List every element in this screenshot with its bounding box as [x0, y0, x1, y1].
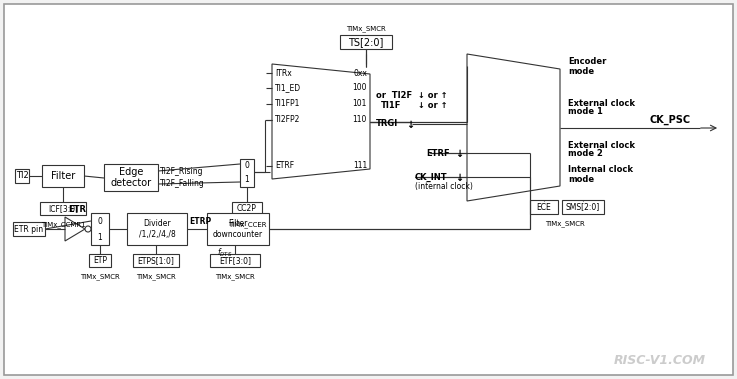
- Text: mode: mode: [568, 66, 594, 75]
- FancyBboxPatch shape: [133, 254, 179, 267]
- FancyBboxPatch shape: [340, 35, 392, 49]
- Text: 101: 101: [352, 100, 367, 108]
- Text: TI1_ED: TI1_ED: [275, 83, 301, 92]
- Text: mode: mode: [568, 174, 594, 183]
- FancyBboxPatch shape: [4, 4, 733, 375]
- Text: TRGI: TRGI: [376, 119, 398, 128]
- Text: ETR: ETR: [68, 205, 86, 213]
- Polygon shape: [467, 54, 560, 201]
- Text: 0: 0: [245, 161, 249, 171]
- Text: CK_PSC: CK_PSC: [649, 115, 691, 125]
- Text: TI2F_Rising: TI2F_Rising: [160, 166, 203, 175]
- FancyBboxPatch shape: [42, 165, 84, 187]
- Text: ITRx: ITRx: [275, 69, 292, 77]
- Text: or  TI2F: or TI2F: [376, 91, 412, 100]
- Text: Internal clock: Internal clock: [568, 164, 633, 174]
- FancyBboxPatch shape: [91, 213, 109, 245]
- Polygon shape: [272, 64, 370, 179]
- Text: RISC-V1.COM: RISC-V1.COM: [614, 354, 706, 368]
- Text: TI2: TI2: [15, 172, 29, 180]
- FancyBboxPatch shape: [232, 202, 262, 215]
- Text: CK_INT: CK_INT: [415, 172, 447, 182]
- Text: ICF[3:0]: ICF[3:0]: [48, 204, 78, 213]
- Text: TI2F_Falling: TI2F_Falling: [160, 180, 205, 188]
- Text: TI1F: TI1F: [381, 100, 402, 110]
- Text: 0: 0: [97, 216, 102, 226]
- Text: ETRF: ETRF: [426, 149, 450, 158]
- Text: TI1FP1: TI1FP1: [275, 100, 301, 108]
- Text: 1: 1: [97, 232, 102, 241]
- Text: f$_{DTS}$: f$_{DTS}$: [217, 247, 232, 259]
- Text: TIMx_CCER: TIMx_CCER: [228, 222, 266, 229]
- Text: TIMx_SMCR: TIMx_SMCR: [346, 26, 386, 32]
- FancyBboxPatch shape: [127, 213, 187, 245]
- Text: 110: 110: [352, 116, 367, 124]
- Text: 0xx: 0xx: [353, 69, 367, 77]
- Circle shape: [85, 226, 91, 232]
- Text: Filter
downcounter: Filter downcounter: [213, 219, 263, 239]
- FancyBboxPatch shape: [104, 164, 158, 191]
- Text: CC2P: CC2P: [237, 204, 257, 213]
- Text: TIMx_SMCR: TIMx_SMCR: [136, 274, 176, 280]
- Text: ETPS[1:0]: ETPS[1:0]: [138, 256, 175, 265]
- Text: ↓: ↓: [455, 149, 463, 159]
- FancyBboxPatch shape: [530, 200, 558, 214]
- Text: TI2FP2: TI2FP2: [275, 116, 301, 124]
- Text: 111: 111: [353, 161, 367, 171]
- Text: ETR pin: ETR pin: [15, 224, 43, 233]
- Text: Filter: Filter: [51, 171, 75, 181]
- Text: TIMx_SMCR: TIMx_SMCR: [80, 274, 120, 280]
- Text: ETRF: ETRF: [275, 161, 294, 171]
- FancyBboxPatch shape: [89, 254, 111, 267]
- Text: ↓: ↓: [455, 173, 463, 183]
- Text: Divider
/1,/2,/4,/8: Divider /1,/2,/4,/8: [139, 219, 175, 239]
- Text: ETF[3:0]: ETF[3:0]: [219, 256, 251, 265]
- FancyBboxPatch shape: [13, 222, 45, 236]
- Text: External clock: External clock: [568, 99, 635, 108]
- Text: mode 1: mode 1: [568, 108, 603, 116]
- FancyBboxPatch shape: [40, 202, 86, 215]
- Text: TIMx_SMCR: TIMx_SMCR: [215, 274, 255, 280]
- Text: Encoder: Encoder: [568, 56, 607, 66]
- Text: External clock: External clock: [568, 141, 635, 149]
- Text: 100: 100: [352, 83, 367, 92]
- Text: (internal clock): (internal clock): [415, 183, 473, 191]
- FancyBboxPatch shape: [207, 213, 269, 245]
- Text: ↓ or ↑: ↓ or ↑: [415, 100, 447, 110]
- Text: 1: 1: [245, 175, 249, 185]
- FancyBboxPatch shape: [240, 159, 254, 187]
- Text: ↓: ↓: [406, 120, 414, 130]
- Text: ↓ or ↑: ↓ or ↑: [415, 91, 447, 100]
- Text: TS[2:0]: TS[2:0]: [349, 37, 384, 47]
- FancyBboxPatch shape: [15, 169, 29, 183]
- FancyBboxPatch shape: [562, 200, 604, 214]
- Text: ETP: ETP: [93, 256, 107, 265]
- Text: SMS[2:0]: SMS[2:0]: [566, 202, 600, 211]
- Text: Edge
detector: Edge detector: [111, 167, 152, 188]
- Text: ETRP: ETRP: [189, 218, 212, 227]
- Text: ECE: ECE: [537, 202, 551, 211]
- FancyBboxPatch shape: [210, 254, 260, 267]
- Text: mode 2: mode 2: [568, 149, 603, 158]
- Text: TIMx_CCMR1: TIMx_CCMR1: [41, 222, 85, 229]
- Polygon shape: [65, 217, 85, 241]
- Text: TIMx_SMCR: TIMx_SMCR: [545, 221, 585, 227]
